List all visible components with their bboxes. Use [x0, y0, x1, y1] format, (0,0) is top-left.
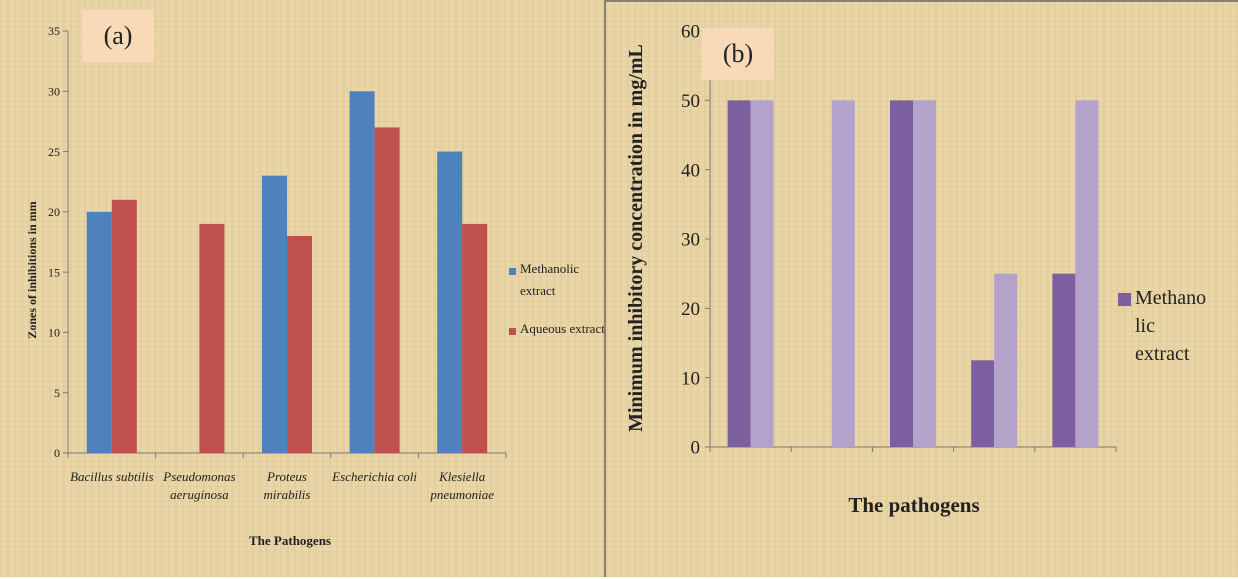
chart-a-bar [462, 223, 488, 453]
chart-b-bar [1075, 100, 1099, 447]
chart-a-y-tick-label: 25 [48, 145, 60, 159]
chart-a-bar [262, 175, 287, 453]
chart-b-legend-label: Methano lic extract [1135, 287, 1206, 365]
chart-a-category-label: Escherichia coli [331, 469, 417, 484]
chart-a-y-axis-title: Zones of inhibitions in mm [25, 201, 39, 338]
chart-a-y-tick-label: 10 [48, 326, 60, 340]
panel-label-a: (a) [82, 10, 154, 62]
chart-a-category-label: Klesiella pneumoniae [429, 469, 494, 502]
chart-b-svg: 0 10 20 30 40 50 60 The pathogens Minimum inhibi… [625, 22, 1206, 517]
chart-b-y-tick-label: 20 [681, 299, 700, 320]
chart-a-y-tick-label: 0 [54, 446, 60, 460]
chart-a-category-label: Bacillus subtilis [70, 469, 153, 484]
chart-a-category-label: Proteus mirabilis [264, 469, 311, 502]
chart-a-bar [437, 151, 463, 454]
chart-b-legend-swatch [1118, 293, 1131, 306]
chart-a-bar [111, 199, 137, 453]
panel-label-b: (b) [702, 28, 774, 80]
chart-a-bar [199, 223, 225, 453]
chart-a-legend-swatch [509, 268, 516, 275]
chart-b-bar [890, 100, 913, 447]
chart-a-bar [86, 211, 112, 453]
chart-b-bar [913, 100, 936, 447]
chart-b-bar [831, 100, 855, 447]
chart-a-svg: 0 5 10 15 20 25 30 35 Bacillus subtilis Pseudomon… [25, 24, 604, 548]
chart-a-y-tick-label: 30 [48, 84, 60, 98]
chart-b-bar [727, 100, 751, 447]
chart-a-bar [349, 91, 375, 454]
chart-a-y-tick-label: 20 [48, 205, 60, 219]
chart-b-y-tick-label: 50 [681, 91, 700, 112]
chart-a-y-tick-label: 15 [48, 265, 60, 279]
chart-b-y-tick-label: 60 [681, 22, 700, 43]
chart-a-legend-label: Aqueous extract [520, 321, 604, 336]
chart-a-bar [287, 235, 312, 453]
chart-b-x-axis-title: The pathogens [848, 493, 979, 517]
chart-a-legend-swatch [509, 328, 516, 335]
chart-b-y-axis-title: Minimum inhibitory concentration in mg/m… [625, 44, 647, 432]
chart-b-y-tick-label: 30 [681, 230, 700, 251]
chart-b-y-tick-label: 10 [681, 368, 700, 389]
chart-a-legend-label: Methanolic extract [520, 261, 579, 298]
chart-b-y-tick-label: 0 [691, 438, 701, 459]
chart-a-bar [374, 127, 400, 453]
chart-panel-b: 0 10 20 30 40 50 60 The pathogens Minimum inhibi… [604, 0, 1238, 577]
chart-b-bar [750, 100, 774, 447]
chart-b-y-tick-label: 40 [681, 160, 700, 181]
chart-panel-a: 0 5 10 15 20 25 30 35 Bacillus subtilis Pseudomon… [0, 0, 604, 577]
chart-b-bar [1052, 273, 1076, 447]
chart-a-y-tick-label: 35 [48, 24, 60, 38]
chart-b-bar [971, 360, 995, 447]
chart-a-x-axis-title: The Pathogens [249, 533, 331, 548]
chart-a-y-tick-label: 5 [54, 386, 60, 400]
chart-a-category-label: Pseudomonas aeruginosa [162, 469, 235, 502]
chart-b-bar [994, 273, 1018, 447]
